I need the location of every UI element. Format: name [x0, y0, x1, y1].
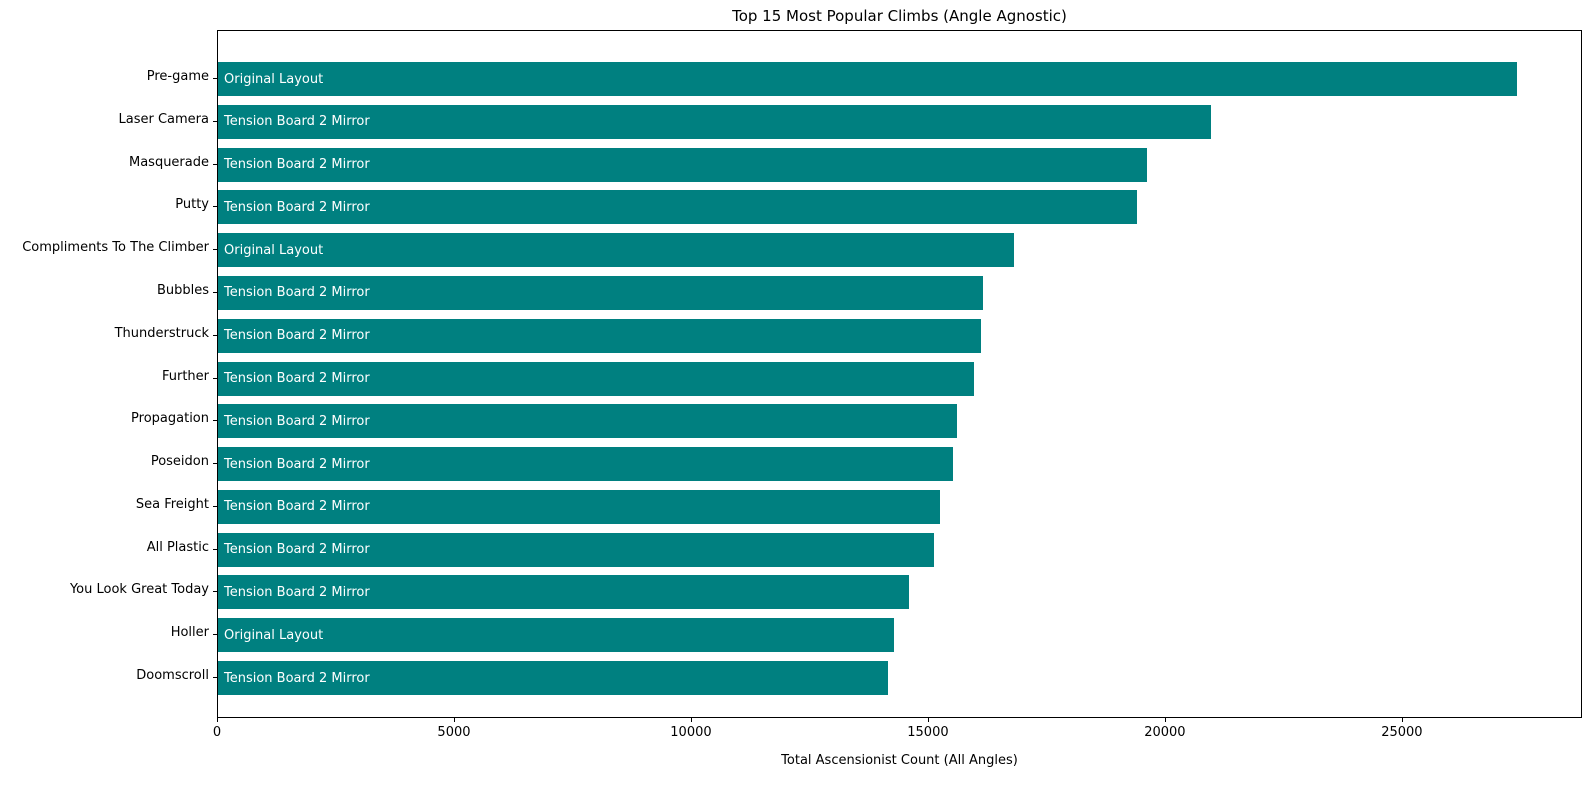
- plot-area: Original Layout Tension Board 2 Mirror Ten…: [217, 30, 1582, 718]
- x-tick-mark: [1401, 718, 1403, 722]
- bar-value-label: Tension Board 2 Mirror: [224, 199, 370, 215]
- y-tick-label: Poseidon: [150, 454, 209, 470]
- x-tick-label: 10000: [670, 725, 712, 740]
- x-tick-label: 25000: [1381, 725, 1423, 740]
- y-tick-label: Putty: [175, 197, 209, 213]
- bar: Tension Board 2 Mirror: [218, 147, 1147, 182]
- bar: Tension Board 2 Mirror: [218, 104, 1211, 139]
- x-tick-mark: [927, 718, 929, 722]
- bar: Original Layout: [218, 62, 1517, 96]
- bar-value-label: Tension Board 2 Mirror: [224, 285, 370, 301]
- bar: Tension Board 2 Mirror: [218, 447, 954, 482]
- y-tick-mark: [213, 548, 217, 550]
- bar: Tension Board 2 Mirror: [218, 275, 984, 310]
- y-tick-mark: [213, 377, 217, 379]
- x-tick-mark: [1164, 718, 1166, 722]
- bar-value-label: Original Layout: [224, 71, 324, 87]
- y-tick-mark: [213, 505, 217, 507]
- bar-value-label: Tension Board 2 Mirror: [224, 157, 370, 173]
- bar-value-label: Tension Board 2 Mirror: [224, 542, 370, 558]
- x-axis-label: Total Ascensionist Count (All Angles): [781, 753, 1018, 768]
- y-tick-label: Propagation: [131, 411, 209, 427]
- bar-value-label: Original Layout: [224, 242, 324, 258]
- y-tick-label: Doomscroll: [136, 668, 209, 684]
- y-tick-label: Sea Freight: [135, 496, 209, 512]
- x-tick-label: 0: [212, 725, 222, 740]
- bar: Tension Board 2 Mirror: [218, 661, 889, 696]
- y-tick-mark: [213, 206, 217, 208]
- y-tick-mark: [213, 634, 217, 636]
- y-tick-mark: [213, 291, 217, 293]
- y-tick-mark: [213, 120, 217, 122]
- bar-value-label: Tension Board 2 Mirror: [224, 413, 370, 429]
- bar-value-label: Tension Board 2 Mirror: [224, 584, 370, 600]
- bar: Tension Board 2 Mirror: [218, 489, 941, 524]
- bar-value-label: Tension Board 2 Mirror: [224, 456, 370, 472]
- y-tick-label: You Look Great Today: [69, 582, 209, 598]
- x-tick-label: 15000: [907, 725, 949, 740]
- bar: Tension Board 2 Mirror: [218, 575, 909, 610]
- x-tick-label: 20000: [1144, 725, 1186, 740]
- bar: Tension Board 2 Mirror: [218, 361, 974, 396]
- bar: Original Layout: [218, 618, 894, 653]
- bar-value-label: Tension Board 2 Mirror: [224, 114, 370, 130]
- bar-value-label: Original Layout: [224, 627, 324, 643]
- bar-value-label: Tension Board 2 Mirror: [224, 371, 370, 387]
- x-tick-mark: [217, 718, 218, 722]
- y-tick-label: Thunderstruck: [114, 325, 209, 341]
- y-tick-mark: [213, 334, 217, 336]
- bar: Tension Board 2 Mirror: [218, 532, 934, 567]
- x-tick-mark: [690, 718, 692, 722]
- y-tick-label: Further: [161, 368, 209, 384]
- bar-value-label: Tension Board 2 Mirror: [224, 499, 370, 515]
- y-tick-mark: [213, 591, 217, 593]
- bar: Tension Board 2 Mirror: [218, 318, 982, 353]
- y-tick-label: Pre-game: [146, 69, 209, 84]
- y-tick-label: Holler: [170, 625, 209, 641]
- x-tick-mark: [453, 718, 455, 722]
- bar: Tension Board 2 Mirror: [218, 404, 957, 439]
- y-tick-mark: [213, 420, 217, 422]
- y-tick-mark: [213, 677, 217, 679]
- y-tick-mark: [213, 163, 217, 165]
- y-tick-mark: [213, 78, 217, 79]
- bar: Original Layout: [218, 233, 1015, 268]
- y-tick-label: Compliments To The Climber: [22, 240, 209, 256]
- y-tick-label: All Plastic: [146, 539, 209, 555]
- y-tick-label: Masquerade: [128, 154, 209, 170]
- chart-title: Top 15 Most Popular Climbs (Angle Agnost…: [732, 7, 1067, 25]
- y-tick-mark: [213, 249, 217, 251]
- x-tick-label: 5000: [437, 725, 471, 740]
- y-tick-label: Bubbles: [156, 282, 209, 298]
- y-tick-label: Laser Camera: [118, 111, 209, 127]
- y-tick-mark: [213, 463, 217, 465]
- bar-value-label: Tension Board 2 Mirror: [224, 670, 370, 686]
- bar: Tension Board 2 Mirror: [218, 190, 1138, 225]
- bar-value-label: Tension Board 2 Mirror: [224, 328, 370, 344]
